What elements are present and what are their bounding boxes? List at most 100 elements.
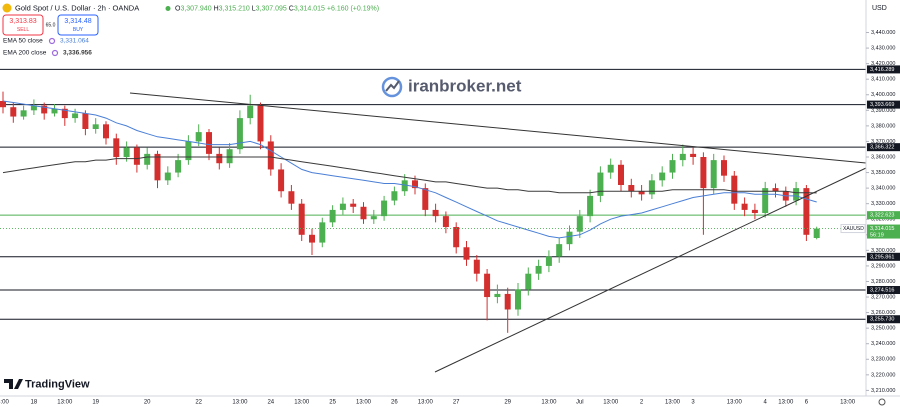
candle-body [123, 147, 130, 157]
candle-body [432, 209, 439, 217]
legend-value: 3,331.064 [60, 38, 89, 45]
y-tick-label: 3,380.000 [871, 123, 895, 129]
candle-body [113, 138, 120, 157]
candle-body [103, 124, 109, 139]
candle-body [751, 209, 758, 214]
price-axis: 3,210.000 3,220.000 3,230.000 3,240.000 3,25… [840, 30, 900, 394]
spread: 65.0 [46, 22, 56, 28]
candle-body [144, 153, 151, 165]
x-tick-label: 2 [640, 400, 644, 406]
y-tick-label: 3,360.000 [871, 154, 895, 160]
candle-body [473, 259, 480, 274]
candle-body [566, 231, 573, 245]
candle-body [370, 216, 377, 220]
y-tick-label: 3,230.000 [871, 357, 895, 363]
x-tick-label: 13:00 [603, 400, 619, 406]
x-tick-label: 13:00 [294, 400, 310, 406]
x-tick-label: 13:00 [541, 400, 557, 406]
x-tick-label: 26 [391, 400, 398, 406]
candle-body [360, 206, 367, 220]
last-price-label: 3,314.015 [870, 226, 894, 232]
candle-body [195, 132, 202, 142]
y-tick-label: 3,370.000 [871, 139, 895, 145]
currency-label: USD [872, 5, 887, 12]
indicator-line [2, 156, 817, 194]
watermark-text: iranbroker.net [408, 76, 522, 95]
x-tick-label: 18 [31, 400, 38, 406]
y-tick-label: 3,420.000 [871, 61, 895, 67]
candle-body [679, 153, 686, 161]
candle-body [278, 169, 285, 192]
x-tick-label: 19 [92, 400, 99, 406]
level-label: 3,393.669 [870, 102, 894, 108]
candle-body [133, 147, 140, 165]
trendline [129, 92, 867, 164]
candle-body [484, 273, 491, 298]
candle-body [587, 195, 594, 217]
candle-body [463, 247, 470, 260]
trendline [434, 167, 867, 373]
candle-body [381, 200, 388, 217]
ohlc-value: 3,307.940 [180, 5, 211, 12]
candle-body [597, 172, 604, 196]
candle-body [690, 153, 697, 157]
level-label: 3,295.861 [870, 254, 894, 260]
candle-body [772, 188, 779, 192]
candle-body [41, 105, 48, 114]
candle-body [762, 188, 769, 214]
indicator-line [2, 100, 817, 239]
sell-button[interactable] [2, 14, 44, 36]
candle-body [515, 289, 521, 310]
legend-value: 3,336.956 [63, 50, 92, 57]
level-label: 3,366.322 [870, 145, 894, 151]
y-tick-label: 3,440.000 [871, 30, 895, 36]
legend-icon [48, 37, 56, 45]
y-tick-label: 3,340.000 [871, 186, 895, 192]
x-tick-label: 13:00 [727, 400, 743, 406]
candle-body [267, 141, 274, 170]
level-label-box [867, 211, 900, 220]
ohlc-change: +6.160 (+0.19%) [327, 5, 379, 12]
candle-body [638, 191, 645, 195]
y-tick-label: 3,260.000 [871, 310, 895, 316]
level-label-box [867, 65, 900, 74]
symbol-icon [2, 3, 12, 13]
candle-body [391, 191, 398, 201]
level-label-box [867, 286, 900, 295]
legend-name: EMA 200 close [3, 50, 47, 57]
x-tick-label: 3 [691, 400, 695, 406]
level-label-box [867, 315, 900, 324]
ohlc-value: 3,307.095 [256, 5, 287, 12]
y-tick-label: 3,300.000 [871, 248, 895, 254]
last-price-box [867, 224, 900, 239]
x-tick-label: 3:00 [0, 400, 9, 406]
y-tick-label: 3,280.000 [871, 279, 895, 285]
candle-body [803, 188, 810, 235]
x-tick-label: 13:00 [665, 400, 681, 406]
level-label: 3,274.516 [870, 287, 894, 293]
ohlc-line: O3,307.940 H3,315.210 L3,307.095 C3,314.… [175, 5, 379, 12]
legend-name: EMA 50 close [3, 38, 43, 45]
level-label-box [867, 252, 900, 261]
candle-body [185, 141, 192, 161]
sell-label: SELL [17, 27, 29, 33]
candle-body [504, 293, 511, 310]
candle-body [350, 203, 357, 207]
candle-body [453, 227, 460, 248]
y-tick-label: 3,350.000 [871, 170, 895, 176]
settings-icon[interactable] [878, 398, 886, 406]
candle-body [721, 160, 727, 176]
level-label: 3,255.730 [870, 317, 894, 323]
candle-body [607, 164, 614, 173]
buy-price: 3,314.48 [64, 18, 91, 25]
candle-body [442, 216, 449, 228]
brand-logo [4, 379, 23, 389]
buy-button[interactable] [57, 14, 99, 36]
ohlc-key: L [252, 5, 256, 12]
candle-body [20, 110, 27, 117]
x-tick-label: 20 [144, 400, 151, 406]
y-tick-label: 3,270.000 [871, 294, 895, 300]
x-tick-label: 13:00 [57, 400, 73, 406]
candle-body [731, 175, 738, 204]
symbol-label: XAUUSD [843, 226, 864, 232]
